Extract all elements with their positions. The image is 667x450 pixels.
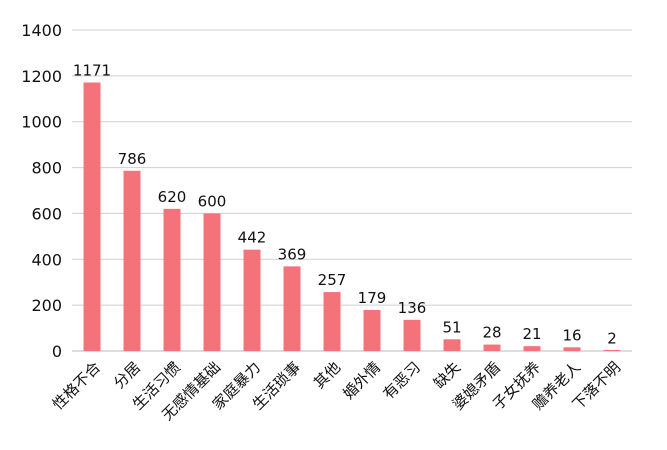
- y-tick-label: 600: [31, 204, 62, 223]
- data-label: 257: [318, 271, 347, 289]
- y-tick-label: 0: [52, 342, 62, 361]
- data-label: 28: [482, 324, 501, 342]
- data-label: 786: [118, 150, 147, 168]
- bar: [283, 266, 301, 351]
- data-label: 620: [158, 188, 187, 206]
- y-tick-label: 200: [31, 296, 62, 315]
- data-label: 179: [358, 289, 387, 307]
- y-tick-label: 1400: [21, 21, 62, 40]
- data-label: 600: [198, 192, 227, 210]
- category-label: 缺失: [430, 358, 464, 392]
- category-label: 婚外情: [339, 358, 384, 403]
- bar: [603, 350, 621, 351]
- data-label: 2: [607, 330, 617, 348]
- data-label: 16: [562, 326, 581, 344]
- gridlines: [72, 29, 632, 352]
- bar: [483, 344, 501, 351]
- category-label: 有恶习: [379, 358, 424, 403]
- data-label: 51: [442, 318, 461, 336]
- category-label: 分居: [110, 358, 144, 392]
- data-label: 442: [238, 229, 267, 247]
- data-label: 369: [278, 245, 307, 263]
- data-label: 136: [398, 299, 427, 317]
- bar: [403, 319, 421, 351]
- bar: [243, 249, 261, 351]
- data-label: 21: [522, 325, 541, 343]
- bar: [323, 292, 341, 351]
- y-tick-label: 800: [31, 159, 62, 178]
- bar: [523, 346, 541, 351]
- y-tick-label: 1200: [21, 67, 62, 86]
- y-tick-label: 1000: [21, 113, 62, 132]
- bar: [123, 170, 141, 351]
- y-axis-ticks: 0 200 400 600 800 1000 1200 1400: [21, 21, 62, 361]
- bar: [363, 309, 381, 351]
- data-labels: 1171 786 620 600 442 369 257 179 136 51 28 21 16 2: [73, 62, 617, 348]
- bar: [443, 339, 461, 351]
- bar: [163, 208, 181, 351]
- bar: [83, 82, 101, 351]
- data-label: 1171: [73, 62, 111, 80]
- bars: [83, 82, 621, 351]
- y-tick-label: 400: [31, 250, 62, 269]
- bar: [563, 347, 581, 351]
- bar: [203, 213, 221, 351]
- category-label: 其他: [310, 358, 344, 392]
- category-label: 性格不合: [49, 358, 104, 413]
